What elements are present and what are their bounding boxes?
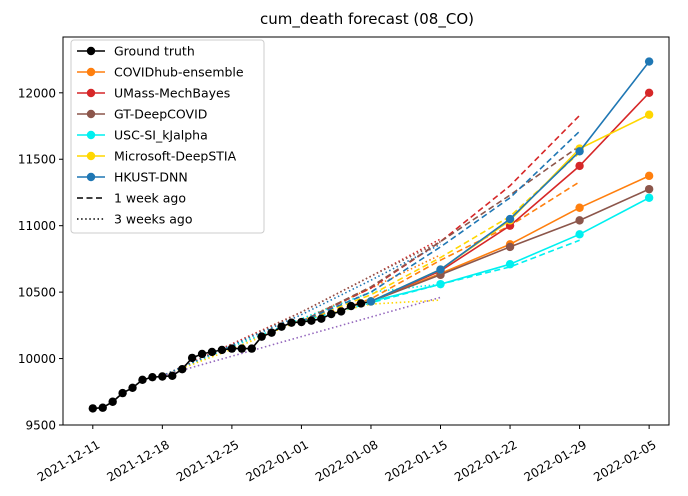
ground-truth-point: [307, 316, 316, 325]
legend-label: HKUST-DNN: [114, 170, 188, 185]
forecast-current-point: [575, 161, 584, 171]
ground-truth-point: [317, 314, 326, 323]
ground-truth-point: [158, 372, 167, 381]
y-tick-label: 11500: [18, 153, 56, 167]
legend-label: Microsoft-DeepSTIA: [114, 149, 237, 164]
ground-truth-point: [267, 328, 276, 337]
ground-truth-point: [98, 403, 107, 412]
ground-truth-point: [138, 375, 147, 385]
y-tick-label: 10000: [18, 352, 56, 366]
ground-truth-point: [108, 397, 117, 406]
y-tick-label: 12000: [18, 86, 56, 100]
chart-title: cum_death forecast (08_CO): [260, 10, 474, 29]
forecast-current-point: [436, 279, 445, 289]
ground-truth-point: [128, 383, 137, 392]
forecast-current-point: [505, 214, 515, 224]
forecast-current-point: [644, 110, 654, 119]
ground-truth-point: [277, 322, 286, 331]
y-tick-label: 9500: [25, 419, 56, 433]
plot-frame: [62, 36, 670, 426]
ground-truth-point: [88, 404, 98, 413]
legend-marker: [86, 46, 96, 56]
ground-truth-point: [237, 344, 247, 353]
forecast-current-point: [505, 242, 515, 252]
legend-marker: [86, 151, 96, 161]
forecast-current-point: [644, 193, 654, 202]
forecast-current-point: [644, 171, 654, 181]
forecast-current-point: [575, 147, 584, 156]
legend-label: 3 weeks ago: [114, 212, 193, 227]
ground-truth-point: [197, 349, 207, 359]
forecast-current-point: [644, 184, 654, 194]
ground-truth-point: [287, 318, 296, 327]
ground-truth-point: [187, 353, 197, 363]
y-tick-label: 10500: [18, 286, 56, 300]
ground-truth-point: [297, 317, 306, 327]
forecast-current-point: [366, 297, 376, 306]
forecast-1wk-line: [301, 145, 581, 323]
ground-truth-point: [327, 309, 336, 319]
forecast-current-point: [436, 265, 445, 274]
ground-truth-point: [118, 388, 127, 398]
forecast-3wk-line: [162, 296, 441, 377]
forecast-1wk-line: [301, 130, 581, 323]
ground-truth-point: [247, 344, 256, 353]
ground-truth-point: [346, 301, 356, 311]
forecast-current-point: [575, 216, 584, 225]
ground-truth-point: [207, 347, 217, 357]
legend-label: COVIDhub-ensemble: [114, 65, 244, 80]
legend-label: UMass-MechBayes: [114, 86, 230, 101]
ground-truth-point: [217, 345, 227, 355]
legend-label: 1 week ago: [114, 191, 186, 206]
y-tick-label: 11000: [18, 219, 56, 233]
ground-truth-point: [257, 332, 266, 341]
legend-label: USC-SI_kJalpha: [114, 128, 208, 143]
forecast-current-point: [575, 203, 584, 212]
forecast-current-point: [644, 57, 654, 66]
legend-label: GT-DeepCOVID: [114, 107, 207, 122]
forecast-3wk-line: [162, 299, 441, 377]
forecast-current-point: [575, 230, 584, 239]
legend-marker: [86, 109, 96, 119]
legend-box: [70, 39, 265, 234]
legend-marker: [86, 67, 96, 77]
legend-marker: [86, 88, 96, 98]
forecast-3wk-line: [161, 243, 441, 377]
legend-marker: [86, 172, 96, 182]
legend-label: Ground truth: [114, 44, 195, 59]
ground-truth-point: [148, 372, 157, 382]
forecast-current-point: [644, 88, 654, 98]
ground-truth-point: [168, 371, 177, 381]
ground-truth-point: [356, 299, 366, 308]
legend-marker: [86, 130, 96, 140]
legend: Ground truth COVIDhub-ensemble UMass-MechB…: [70, 39, 265, 234]
forecast-current-point: [505, 260, 515, 269]
ground-truth-point: [178, 364, 187, 374]
series-lines: [88, 57, 654, 413]
ground-truth-point: [227, 344, 237, 353]
ground-truth-point: [336, 307, 346, 316]
